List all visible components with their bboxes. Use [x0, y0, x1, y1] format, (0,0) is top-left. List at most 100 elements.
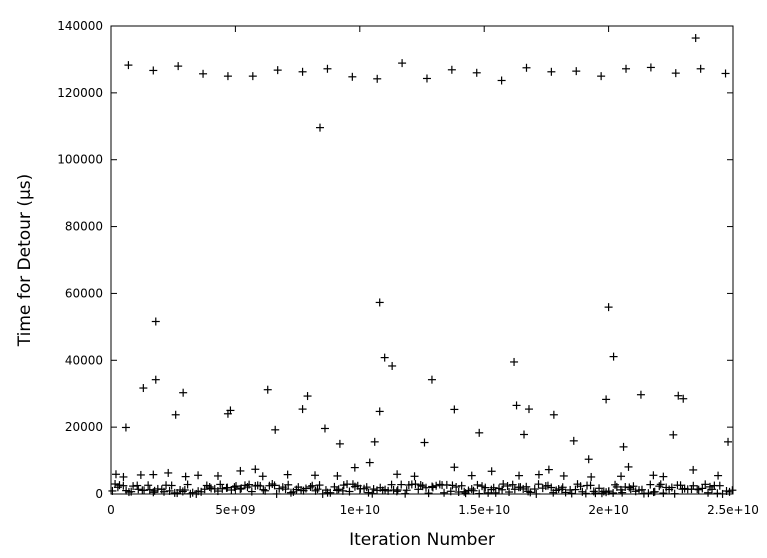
data-point-dense [397, 480, 406, 489]
data-point-dense [236, 485, 245, 494]
data-point [323, 64, 332, 73]
data-point [263, 385, 272, 394]
data-point-dense [629, 482, 638, 491]
data-point [373, 74, 382, 83]
data-point-dense [650, 487, 659, 496]
data-point [194, 471, 203, 480]
data-point [199, 69, 208, 78]
data-point-dense [205, 482, 214, 491]
data-point-dense [259, 485, 268, 494]
data-point [311, 471, 320, 480]
data-point [624, 462, 633, 471]
data-point [721, 69, 730, 78]
y-tick-label: 20000 [65, 420, 103, 434]
data-point [617, 472, 626, 481]
data-point-dense [469, 486, 478, 495]
data-point [164, 468, 173, 477]
data-point-dense [667, 483, 676, 492]
data-point [213, 471, 222, 480]
data-point-dense [558, 483, 567, 492]
data-point-dense [270, 481, 279, 490]
data-point-dense [481, 483, 490, 492]
data-point-dense [694, 485, 703, 494]
data-point [298, 405, 307, 414]
data-point-dense [144, 481, 153, 490]
data-point-dense [646, 480, 655, 489]
data-point-dense [530, 485, 539, 494]
data-point-dense [581, 489, 590, 498]
data-point-dense [326, 488, 335, 497]
data-point [510, 357, 519, 366]
data-point [512, 401, 521, 410]
data-point [467, 471, 476, 480]
data-point [572, 67, 581, 76]
data-point-dense [183, 480, 192, 489]
data-point [524, 405, 533, 414]
data-point [649, 471, 658, 480]
data-point-dense [595, 484, 604, 493]
data-point-dense [167, 481, 176, 490]
data-point [696, 64, 705, 73]
x-tick-label: 2.5e+10 [707, 503, 759, 517]
data-point-dense [284, 480, 293, 489]
data-point [375, 407, 384, 416]
y-tick-label: 140000 [57, 19, 103, 33]
data-point-dense [416, 481, 425, 490]
data-points [108, 34, 737, 498]
data-point-dense [467, 485, 476, 494]
data-point-dense [339, 481, 348, 490]
data-point [659, 472, 668, 481]
data-point [398, 59, 407, 68]
data-point [273, 66, 282, 75]
x-tick-label: 1.5e+10 [458, 503, 510, 517]
data-point-dense [561, 488, 570, 497]
data-point-dense [440, 488, 449, 497]
data-point [602, 395, 611, 404]
data-point [136, 470, 145, 479]
data-point [679, 394, 688, 403]
data-point [671, 69, 680, 78]
data-point [450, 463, 459, 472]
data-point-dense [534, 480, 543, 489]
data-point-dense [432, 481, 441, 490]
y-tick-label: 100000 [57, 153, 103, 167]
data-point-dense [140, 486, 149, 495]
data-point-dense [188, 488, 197, 497]
data-point [559, 471, 568, 480]
data-point-dense [119, 481, 128, 490]
data-point-dense [698, 484, 707, 493]
y-tick-label: 120000 [57, 86, 103, 100]
data-point [350, 463, 359, 472]
y-tick-label: 40000 [65, 353, 103, 367]
data-point [315, 123, 324, 132]
y-tick-label: 0 [95, 487, 103, 501]
data-point-dense [306, 482, 315, 491]
data-point-dense [609, 488, 618, 497]
data-point-dense [618, 488, 627, 497]
data-point-dense [510, 485, 519, 494]
data-point [691, 34, 700, 43]
data-point-dense [526, 488, 535, 497]
data-point [669, 430, 678, 439]
data-point [472, 68, 481, 77]
data-point [258, 472, 267, 481]
x-axis-label: Iteration Number [349, 530, 495, 550]
data-point-dense [261, 486, 270, 495]
data-point [569, 436, 578, 445]
data-point [370, 437, 379, 446]
data-point [149, 66, 158, 75]
data-point [348, 72, 357, 81]
data-point [171, 410, 180, 419]
data-point-dense [637, 485, 646, 494]
data-point-dense [704, 488, 713, 497]
plot-frame [110, 25, 734, 495]
data-point [487, 467, 496, 476]
data-point-dense [713, 489, 722, 498]
data-point-dense [689, 481, 698, 490]
data-point [181, 472, 190, 481]
data-point-dense [715, 481, 724, 490]
data-point-dense [656, 480, 665, 489]
data-point-dense [428, 483, 437, 492]
data-point-dense [315, 481, 324, 490]
